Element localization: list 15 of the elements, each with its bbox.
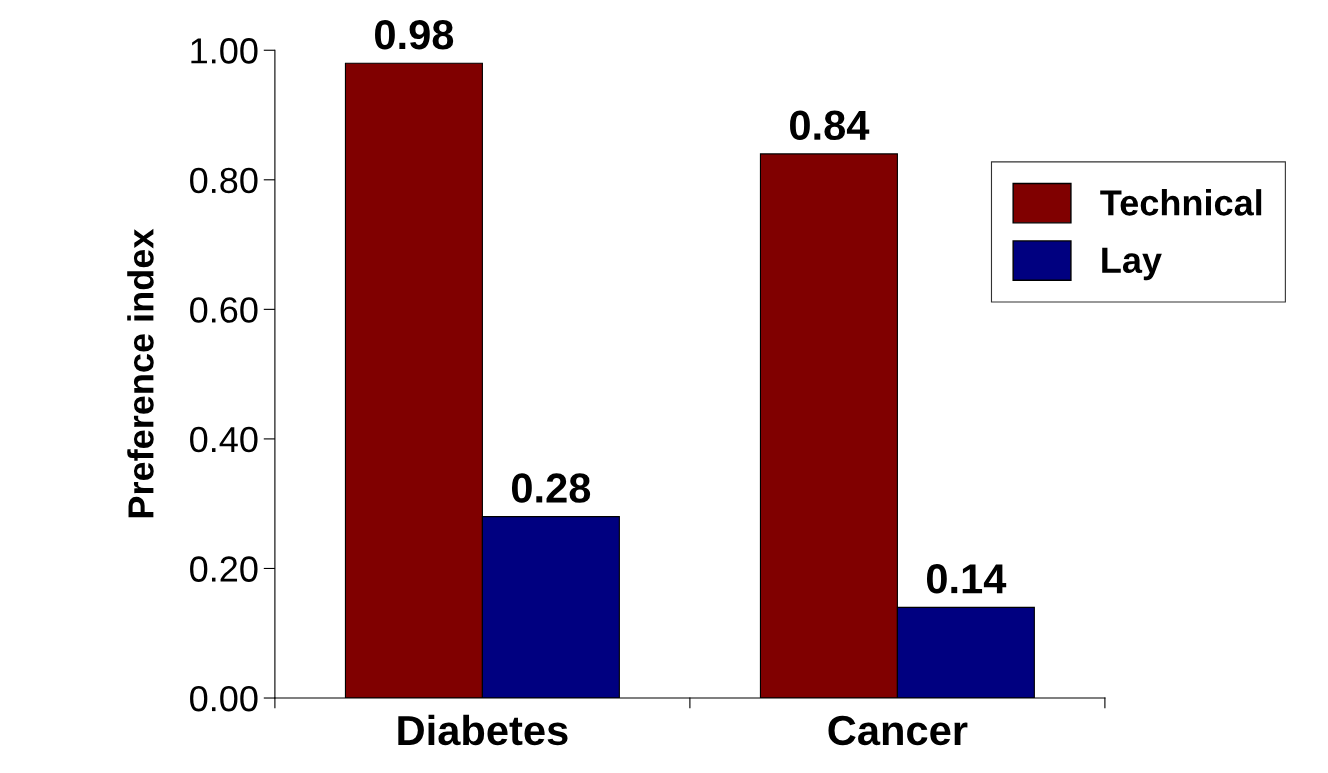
y-tick-label: 0.00 — [190, 685, 258, 712]
data-label: 0.98 — [375, 19, 454, 50]
legend-label: Lay — [1102, 247, 1162, 281]
y-axis-title: Preference index — [127, 228, 154, 518]
data-label: 0.14 — [926, 564, 1007, 594]
y-tick-label: 0.80 — [190, 167, 258, 194]
x-tick-label: Cancer — [828, 715, 968, 746]
y-tick-label: 0.40 — [190, 426, 258, 453]
x-tick-label: Diabetes — [398, 714, 568, 746]
y-tick-label: 0.60 — [190, 297, 258, 323]
y-tick-label: 1.00 — [191, 38, 258, 64]
y-tick-label: 0.20 — [190, 556, 258, 582]
legend-label: Technical — [1100, 189, 1262, 216]
data-label: 0.28 — [511, 473, 591, 503]
data-label: 0.84 — [790, 110, 870, 141]
